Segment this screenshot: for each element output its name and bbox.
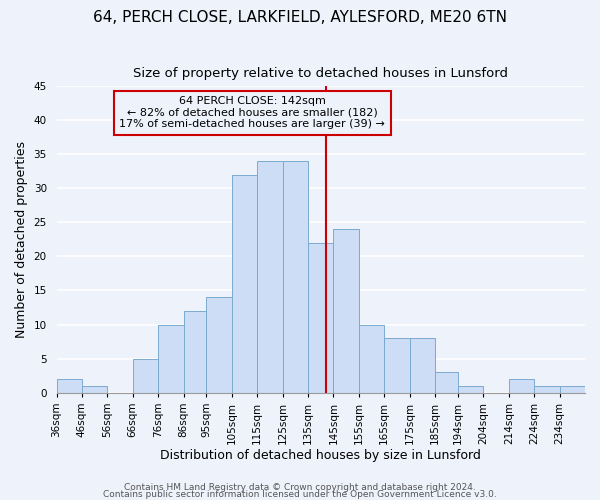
Bar (509, 379, 534, 393)
Bar (458, 386, 484, 393)
Bar (283, 161, 308, 393)
Bar (410, 338, 435, 393)
Bar (56, 379, 82, 393)
Bar (384, 338, 410, 393)
Text: 64 PERCH CLOSE: 142sqm
← 82% of detached houses are smaller (182)
17% of semi-de: 64 PERCH CLOSE: 142sqm ← 82% of detached… (119, 96, 385, 130)
Bar (560, 386, 585, 393)
Y-axis label: Number of detached properties: Number of detached properties (15, 141, 28, 338)
Bar (257, 161, 283, 393)
Title: Size of property relative to detached houses in Lunsford: Size of property relative to detached ho… (133, 68, 508, 80)
Text: Contains public sector information licensed under the Open Government Licence v3: Contains public sector information licen… (103, 490, 497, 499)
Bar (534, 386, 560, 393)
Bar (206, 298, 232, 393)
Bar (308, 242, 334, 393)
Bar (158, 324, 184, 393)
Bar (232, 174, 257, 393)
Bar (82, 386, 107, 393)
Text: 64, PERCH CLOSE, LARKFIELD, AYLESFORD, ME20 6TN: 64, PERCH CLOSE, LARKFIELD, AYLESFORD, M… (93, 10, 507, 25)
Bar (334, 229, 359, 393)
Bar (359, 324, 384, 393)
Bar (184, 311, 206, 393)
Bar (133, 358, 158, 393)
Bar (435, 372, 458, 393)
Text: Contains HM Land Registry data © Crown copyright and database right 2024.: Contains HM Land Registry data © Crown c… (124, 484, 476, 492)
X-axis label: Distribution of detached houses by size in Lunsford: Distribution of detached houses by size … (160, 450, 481, 462)
